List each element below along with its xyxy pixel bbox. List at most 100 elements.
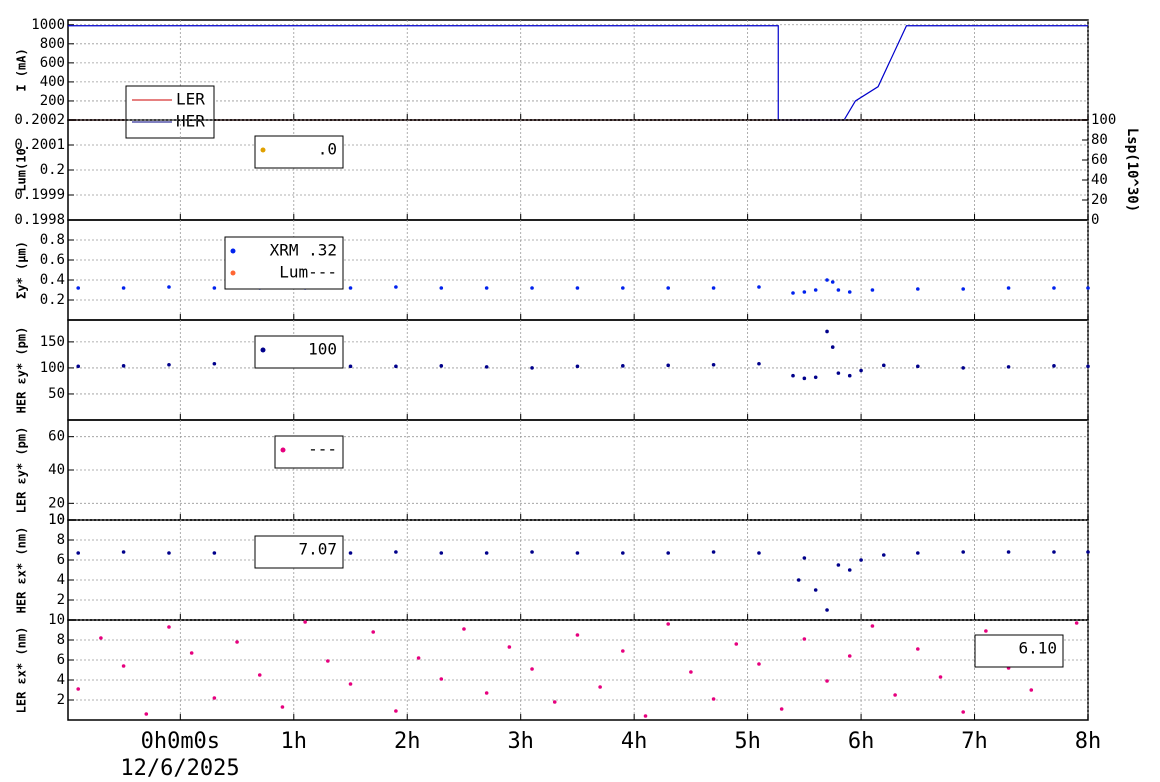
data-point — [1006, 286, 1011, 290]
y2-axis-label: Lsp(10^30) — [1124, 128, 1140, 212]
y2-tick-label: 60 — [1091, 152, 1108, 168]
date-label: 12/6/2025 — [120, 756, 239, 781]
y-tick-label: 6 — [57, 652, 65, 668]
data-point — [394, 550, 398, 554]
data-point — [825, 608, 829, 612]
data-point — [507, 645, 512, 649]
data-point — [348, 286, 353, 290]
data-point — [394, 709, 398, 713]
legend-dot — [230, 270, 236, 276]
data-point — [257, 673, 262, 677]
data-point — [575, 551, 580, 555]
x-tick-label: 6h — [848, 729, 875, 754]
y-axis-label: HER εy* (pm) — [15, 327, 29, 414]
data-point — [916, 364, 920, 369]
data-point — [144, 712, 149, 716]
x-tick-label: 2h — [394, 729, 421, 754]
data-point — [916, 647, 920, 651]
data-point — [791, 373, 795, 378]
data-point — [916, 551, 920, 555]
y-axis-label: HER εx* (nm) — [15, 527, 29, 614]
data-point — [552, 700, 557, 704]
data-point — [530, 366, 534, 370]
data-point — [348, 364, 353, 369]
data-point — [643, 714, 648, 718]
data-point — [575, 633, 580, 637]
data-point — [859, 558, 863, 562]
data-point — [439, 364, 444, 368]
panel-frame — [67, 319, 1089, 421]
legend-box — [974, 634, 1064, 668]
data-point — [416, 656, 421, 660]
data-point — [734, 642, 739, 646]
data-point — [1086, 550, 1090, 554]
legend-dot — [260, 347, 266, 353]
data-point — [779, 707, 784, 711]
data-point — [830, 280, 835, 284]
data-point — [796, 578, 801, 582]
data-point — [847, 373, 852, 378]
data-point — [439, 677, 444, 681]
y-tick-label: 0.4 — [40, 272, 65, 288]
data-point — [847, 654, 852, 658]
y-axis-label: LER εy* (pm) — [15, 427, 29, 514]
data-point — [1086, 364, 1090, 369]
y-tick-label: 10 — [48, 512, 65, 528]
data-point — [961, 550, 965, 554]
legend-box — [125, 85, 215, 139]
y-tick-label: 60 — [48, 429, 65, 445]
data-point — [813, 588, 818, 592]
data-point — [167, 551, 171, 555]
data-point — [802, 637, 807, 641]
y-tick-label: 50 — [48, 386, 65, 402]
data-point — [791, 291, 795, 295]
data-point — [621, 364, 625, 368]
y-tick-label: 200 — [40, 93, 65, 109]
y-tick-label: 0.2 — [40, 162, 65, 178]
data-point — [326, 659, 330, 663]
y-tick-label: 20 — [48, 495, 65, 511]
y2-tick-label: 100 — [1091, 112, 1116, 128]
y-tick-label: 6 — [57, 552, 65, 568]
data-point — [859, 368, 863, 373]
data-point — [1006, 550, 1011, 554]
data-point — [711, 697, 716, 701]
legend-text: HER — [176, 112, 205, 131]
data-point — [813, 375, 818, 380]
data-point — [484, 551, 489, 555]
data-point — [961, 710, 965, 714]
data-point — [757, 285, 761, 289]
legend-text: 100 — [308, 340, 337, 359]
x-tick-label: 3h — [507, 729, 534, 754]
data-point — [76, 551, 81, 555]
data-point — [530, 667, 534, 671]
legend-text: 6.10 — [1018, 639, 1057, 658]
y-tick-label: 100 — [40, 360, 65, 376]
legend-box — [274, 435, 344, 469]
legend-text: --- — [308, 440, 337, 459]
y2-tick-label: 0 — [1091, 212, 1099, 228]
data-point — [439, 286, 444, 290]
data-point — [167, 362, 171, 367]
data-point — [757, 551, 761, 555]
legend-dot — [260, 147, 266, 153]
y-tick-label: 400 — [40, 74, 65, 90]
data-point — [711, 362, 716, 367]
data-point — [462, 627, 466, 631]
legend-text: Lum--- — [279, 263, 337, 282]
y-axis-label: Lum(10 — [15, 148, 29, 191]
y-axis-label: I (mA) — [15, 48, 29, 91]
data-point — [212, 551, 217, 555]
y-tick-label: 150 — [40, 334, 65, 350]
data-point — [689, 670, 693, 674]
data-point — [212, 361, 217, 366]
data-point — [212, 696, 217, 700]
y-tick-label: 0.1998 — [14, 212, 65, 228]
data-point — [870, 288, 875, 292]
data-point — [666, 622, 671, 626]
data-point — [836, 371, 841, 375]
data-point — [439, 551, 444, 555]
series-line — [68, 25, 1088, 121]
data-point — [830, 345, 835, 349]
data-point — [484, 691, 489, 695]
